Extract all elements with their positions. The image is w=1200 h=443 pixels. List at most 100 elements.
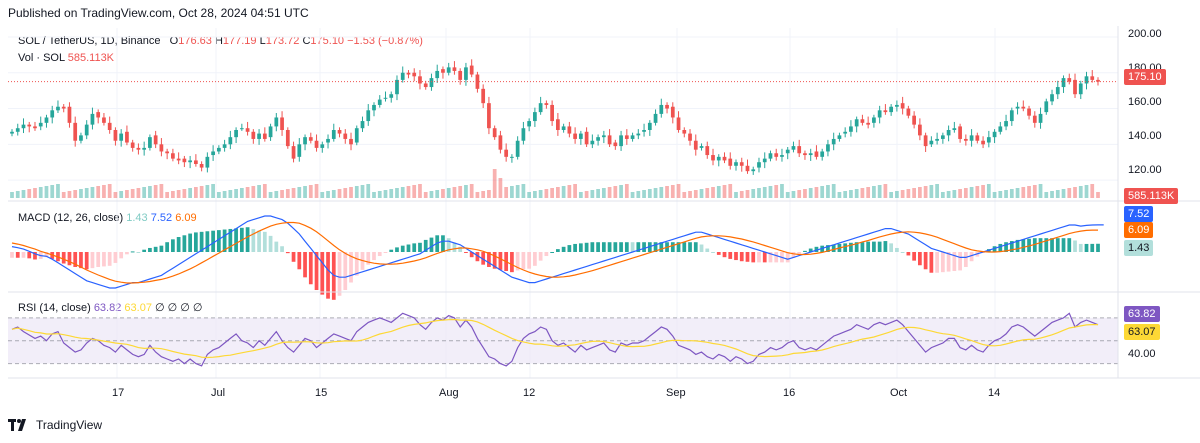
- volume-bar: [843, 191, 848, 198]
- candle-body: [182, 158, 187, 163]
- volume-bar: [762, 187, 767, 198]
- volume-bar: [182, 189, 187, 198]
- volume-bar: [435, 190, 440, 198]
- macd-hist-bar: [883, 241, 888, 252]
- volume-bar: [676, 184, 681, 198]
- volume-label[interactable]: Vol · SOL: [18, 52, 65, 64]
- x-tick-oct: Oct: [890, 387, 908, 399]
- volume-bar: [251, 186, 256, 198]
- volume-bar: [492, 169, 497, 198]
- rsi-line: [11, 312, 1099, 367]
- macd-hist-bar: [176, 237, 181, 252]
- volume-bar: [682, 192, 687, 198]
- macd-hist-bar: [808, 248, 813, 252]
- candle-body: [791, 146, 796, 150]
- candle-body: [590, 140, 595, 145]
- volume-bar: [285, 189, 290, 198]
- rsi-band: [8, 317, 1118, 365]
- candle-body: [969, 135, 974, 141]
- macd-label[interactable]: MACD (12, 26, close): [18, 212, 124, 224]
- candle-body: [1078, 83, 1083, 95]
- volume-bar: [538, 190, 543, 198]
- macd-hist-bar: [642, 242, 646, 252]
- candle-body: [492, 128, 497, 138]
- volume-bar: [274, 191, 279, 198]
- macd-hist-bar: [739, 252, 744, 262]
- rsi-label[interactable]: RSI (14, close): [18, 302, 91, 314]
- candle-body: [308, 137, 313, 141]
- volume-bar: [716, 186, 721, 198]
- macd-hist-bar: [274, 241, 279, 252]
- candle-body: [280, 117, 284, 130]
- volume-bar: [533, 191, 537, 198]
- volume-bar: [556, 187, 560, 198]
- volume-bar: [607, 187, 612, 198]
- macd-hist-bar: [216, 230, 221, 252]
- macd-hist-bar: [228, 228, 233, 252]
- candle-body: [642, 130, 646, 132]
- macd-hist-bar: [872, 241, 876, 252]
- candle-body: [343, 133, 348, 139]
- volume-bar: [498, 178, 503, 198]
- symbol-label[interactable]: SOL / TetherUS, 1D, Binance: [18, 35, 161, 47]
- volume-bar: [780, 184, 784, 198]
- candle-body: [113, 130, 118, 141]
- volume-bar: [630, 192, 635, 198]
- candle-body: [780, 155, 784, 157]
- volume-bar: [1061, 189, 1066, 198]
- macd-hist-bar: [113, 252, 118, 263]
- macd-hist-bar: [406, 244, 411, 252]
- macd-hist-bar: [550, 252, 554, 253]
- volume-bar: [245, 187, 250, 198]
- volume-bar: [722, 185, 727, 198]
- volume-bar: [67, 191, 72, 198]
- candle-body: [142, 147, 147, 150]
- macd-hist-bar: [1096, 243, 1100, 252]
- candle-body: [251, 131, 256, 139]
- candle-body: [676, 117, 681, 130]
- volume-bar: [423, 192, 428, 198]
- candle-body: [992, 131, 997, 138]
- rsi-legend: RSI (14, close) 63.82 63.07 ∅ ∅ ∅ ∅: [18, 301, 203, 314]
- candle-body: [952, 128, 957, 130]
- high-value: 177.19: [222, 35, 257, 47]
- candle-body: [797, 146, 802, 154]
- volume-bar: [647, 189, 652, 198]
- candle-body: [734, 162, 738, 166]
- volume-bar: [728, 184, 733, 198]
- volume-bar: [90, 187, 95, 198]
- macd-hist-bar: [119, 252, 124, 259]
- macd-hist-bar: [400, 245, 405, 252]
- candle-body: [33, 126, 37, 129]
- candle-body: [774, 153, 779, 157]
- macd-hist-bar: [1055, 238, 1060, 252]
- candle-body: [1027, 108, 1031, 116]
- volume-bar: [308, 185, 313, 198]
- candle-body: [222, 144, 227, 148]
- macd-hist-bar: [280, 246, 284, 252]
- volume-bar: [228, 190, 233, 198]
- macd-hist-bar: [475, 252, 480, 262]
- macd-hist-bar: [676, 242, 681, 252]
- volume-bar: [1050, 191, 1054, 198]
- macd-hist-bar: [831, 244, 836, 252]
- volume-bar: [303, 186, 307, 198]
- macd-hist-bar: [659, 242, 664, 252]
- macd-hist-bar: [469, 252, 474, 258]
- candle-body: [820, 151, 825, 157]
- macd-hist-bar: [866, 241, 871, 252]
- macd-hist-bar: [423, 239, 428, 252]
- macd-hist-bar: [929, 252, 934, 273]
- candle-body: [659, 104, 664, 114]
- volume-bar: [1044, 192, 1049, 198]
- candle-body: [866, 122, 871, 125]
- x-tick-17: 17: [112, 387, 125, 399]
- candle-body: [688, 133, 692, 141]
- macd-hist-bar: [590, 242, 595, 252]
- candle-body: [556, 119, 560, 130]
- volume-bar: [567, 185, 572, 198]
- volume-bar: [895, 191, 899, 198]
- macd-hist-bar: [785, 252, 790, 263]
- volume-bar: [757, 188, 761, 198]
